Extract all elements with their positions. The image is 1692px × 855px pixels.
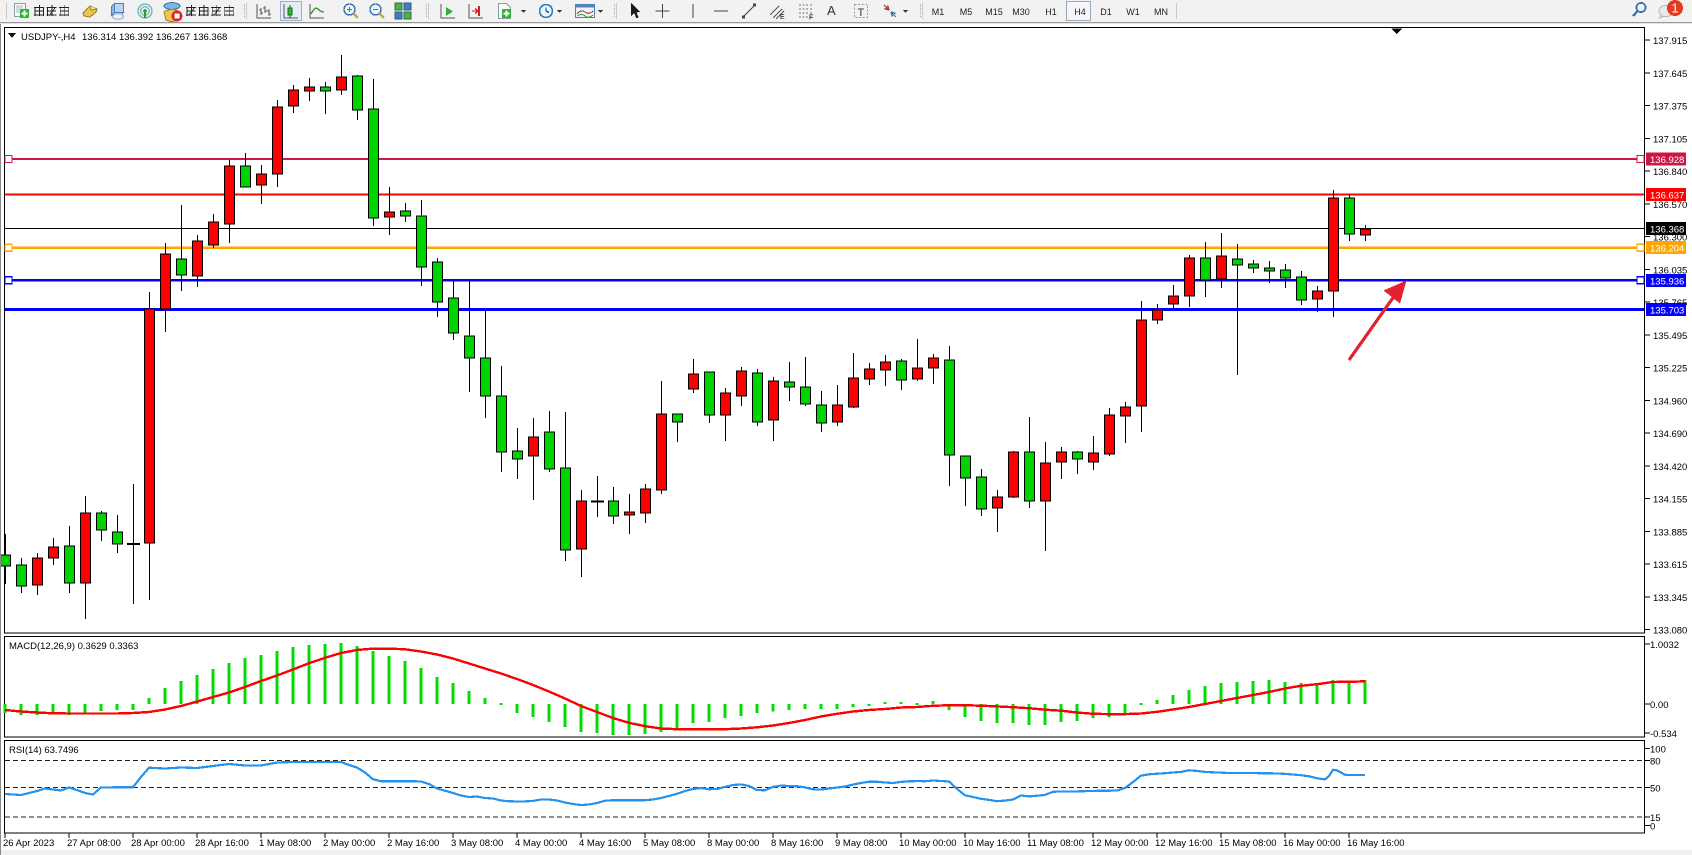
svg-text:133.885: 133.885: [1653, 527, 1687, 538]
svg-text:4 May 16:00: 4 May 16:00: [579, 838, 631, 849]
svg-text:USDJPY-,H4: USDJPY-,H4: [21, 32, 76, 43]
svg-text:2 May 00:00: 2 May 00:00: [323, 838, 375, 849]
svg-text:135.703: 135.703: [1650, 306, 1684, 317]
svg-text:0.00: 0.00: [1650, 700, 1669, 711]
svg-text:100: 100: [1650, 745, 1666, 756]
svg-text:MACD(12,26,9) 0.3629 0.3363: MACD(12,26,9) 0.3629 0.3363: [9, 641, 138, 652]
svg-text:M30: M30: [1012, 7, 1030, 17]
svg-text:5 May 08:00: 5 May 08:00: [643, 838, 695, 849]
svg-text:M5: M5: [960, 7, 973, 17]
svg-text:8 May 16:00: 8 May 16:00: [771, 838, 823, 849]
svg-text:12 May 16:00: 12 May 16:00: [1155, 838, 1213, 849]
svg-text:135.936: 135.936: [1650, 276, 1684, 287]
svg-text:136.035: 136.035: [1653, 265, 1687, 276]
svg-text:4 May 00:00: 4 May 00:00: [515, 838, 567, 849]
svg-text:MN: MN: [1154, 7, 1168, 17]
svg-text:H1: H1: [1045, 7, 1057, 17]
svg-text:26 Apr 2023: 26 Apr 2023: [3, 838, 54, 849]
svg-text:136.300: 136.300: [1653, 233, 1687, 244]
svg-text:2 May 16:00: 2 May 16:00: [387, 838, 439, 849]
svg-text:8 May 00:00: 8 May 00:00: [707, 838, 759, 849]
svg-text:135.495: 135.495: [1653, 331, 1687, 342]
svg-text:M1: M1: [932, 7, 945, 17]
svg-text:T: T: [858, 7, 865, 19]
svg-text:9 May 08:00: 9 May 08:00: [835, 838, 887, 849]
svg-text:0: 0: [1650, 822, 1655, 833]
svg-text:10 May 00:00: 10 May 00:00: [899, 838, 957, 849]
svg-text:137.375: 137.375: [1653, 102, 1687, 113]
svg-text:133.080: 133.080: [1653, 626, 1687, 637]
svg-text:W1: W1: [1126, 7, 1140, 17]
svg-text:H4: H4: [1074, 7, 1086, 17]
svg-text:28 Apr 16:00: 28 Apr 16:00: [195, 838, 249, 849]
svg-text:136.204: 136.204: [1650, 244, 1684, 255]
svg-text:133.615: 133.615: [1653, 560, 1687, 571]
svg-text:RSI(14) 63.7496: RSI(14) 63.7496: [9, 745, 79, 756]
svg-text:1: 1: [1671, 1, 1678, 16]
svg-text:F: F: [809, 15, 813, 22]
svg-text:80: 80: [1650, 757, 1661, 768]
svg-text:12 May 00:00: 12 May 00:00: [1091, 838, 1149, 849]
svg-text:136.570: 136.570: [1653, 200, 1687, 211]
svg-text:3 May 08:00: 3 May 08:00: [451, 838, 503, 849]
svg-text:16 May 00:00: 16 May 00:00: [1283, 838, 1341, 849]
svg-text:50: 50: [1650, 784, 1661, 795]
svg-text:137.645: 137.645: [1653, 69, 1687, 80]
svg-text:11 May 08:00: 11 May 08:00: [1027, 838, 1084, 849]
svg-text:D1: D1: [1100, 7, 1112, 17]
svg-text:16 May 16:00: 16 May 16:00: [1347, 838, 1405, 849]
svg-text:136.368: 136.368: [1650, 224, 1684, 235]
svg-text:136.928: 136.928: [1650, 155, 1684, 166]
svg-text:28 Apr 00:00: 28 Apr 00:00: [131, 838, 185, 849]
svg-text:-0.534: -0.534: [1650, 729, 1677, 740]
svg-text:27 Apr 08:00: 27 Apr 08:00: [67, 838, 121, 849]
svg-text:M15: M15: [985, 7, 1003, 17]
svg-text:E: E: [780, 14, 785, 21]
svg-text:134.155: 134.155: [1653, 495, 1687, 506]
svg-text:134.690: 134.690: [1653, 429, 1687, 440]
svg-text:134.420: 134.420: [1653, 462, 1687, 473]
svg-text:1 May 08:00: 1 May 08:00: [259, 838, 311, 849]
svg-text:134.960: 134.960: [1653, 396, 1687, 407]
svg-text:136.637: 136.637: [1650, 191, 1684, 202]
svg-text:10 May 16:00: 10 May 16:00: [963, 838, 1021, 849]
svg-text:137.915: 137.915: [1653, 36, 1687, 47]
svg-text:137.105: 137.105: [1653, 134, 1687, 145]
svg-text:135.225: 135.225: [1653, 364, 1687, 375]
svg-text:15 May 08:00: 15 May 08:00: [1219, 838, 1277, 849]
svg-text:136.840: 136.840: [1653, 167, 1687, 178]
svg-text:15: 15: [1650, 813, 1661, 824]
svg-text:136.314 136.392 136.267 136.36: 136.314 136.392 136.267 136.368: [82, 32, 227, 43]
svg-text:133.345: 133.345: [1653, 593, 1687, 604]
svg-text:A: A: [827, 3, 836, 18]
svg-text:1.0032: 1.0032: [1650, 640, 1679, 651]
